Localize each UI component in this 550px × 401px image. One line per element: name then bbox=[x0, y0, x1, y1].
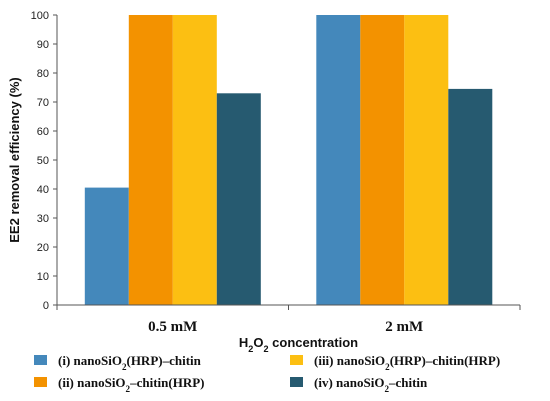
legend-swatch bbox=[290, 377, 303, 387]
y-tick-label: 60 bbox=[37, 126, 49, 138]
bar-series-3-0.5-mm bbox=[172, 15, 217, 305]
bar-series-1-2-mm bbox=[316, 15, 361, 305]
x-category-label: 0.5 mM bbox=[148, 319, 197, 335]
y-ticks-group: 0 10 20 30 40 50 60 70 80 90 100 bbox=[31, 10, 57, 312]
legend: (i) nanoSiO2(HRP)–chitin (ii) nanoSiO2–ch… bbox=[34, 353, 500, 394]
legend-item-3: (iii) nanoSiO2(HRP)–chitin(HRP) bbox=[290, 353, 500, 372]
legend-label: (iv) nanoSiO2–chitin bbox=[314, 375, 428, 394]
bar-series-4-0.5-mm bbox=[216, 93, 261, 305]
bar-series-2-2-mm bbox=[360, 15, 405, 305]
y-tick-label: 10 bbox=[37, 271, 49, 283]
bar-series-1-0.5-mm bbox=[84, 187, 129, 305]
legend-item-2: (ii) nanoSiO2–chitin(HRP) bbox=[34, 375, 204, 394]
bars-group bbox=[84, 15, 493, 306]
y-tick-label: 0 bbox=[43, 300, 49, 312]
y-tick-label: 50 bbox=[37, 155, 49, 167]
y-tick-label: 100 bbox=[31, 10, 49, 22]
bar-series-3-2-mm bbox=[404, 15, 449, 305]
legend-label: (iii) nanoSiO2(HRP)–chitin(HRP) bbox=[314, 353, 500, 372]
legend-label: (i) nanoSiO2(HRP)–chitin bbox=[58, 353, 202, 372]
legend-item-4: (iv) nanoSiO2–chitin bbox=[290, 375, 428, 394]
legend-swatch bbox=[290, 355, 303, 365]
legend-label: (ii) nanoSiO2–chitin(HRP) bbox=[58, 375, 204, 394]
x-category-label: 2 mM bbox=[385, 319, 423, 335]
bar-series-4-2-mm bbox=[448, 88, 493, 306]
y-axis-label: EE2 removal efficiency (%) bbox=[7, 77, 22, 242]
legend-swatch bbox=[34, 355, 47, 365]
y-tick-label: 80 bbox=[37, 68, 49, 80]
x-axis-label: H2O2 concentration bbox=[239, 335, 358, 354]
legend-swatch bbox=[34, 377, 47, 387]
legend-item-1: (i) nanoSiO2(HRP)–chitin bbox=[34, 353, 202, 372]
y-tick-label: 30 bbox=[37, 213, 49, 225]
y-tick-label: 20 bbox=[37, 242, 49, 254]
bar-series-2-0.5-mm bbox=[128, 15, 173, 305]
x-categories-group: 0.5 mM 2 mM bbox=[148, 319, 423, 335]
y-tick-label: 90 bbox=[37, 39, 49, 51]
y-tick-label: 70 bbox=[37, 97, 49, 109]
y-tick-label: 40 bbox=[37, 184, 49, 196]
